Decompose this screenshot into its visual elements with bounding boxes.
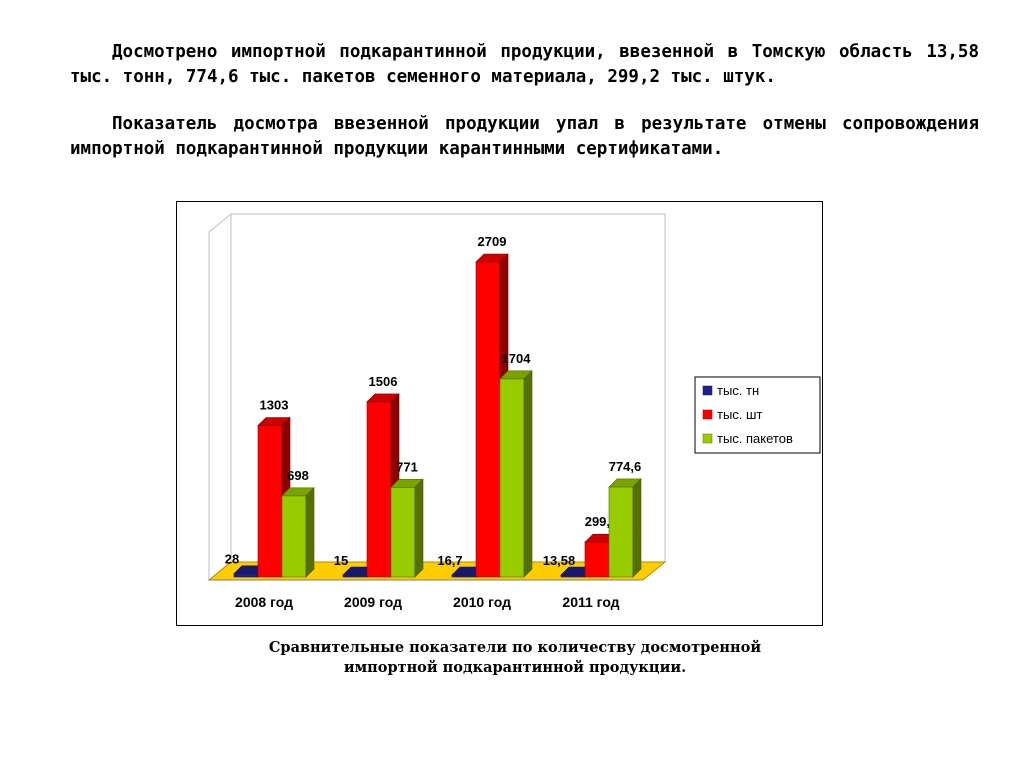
category-label-4: 2011 год (562, 594, 619, 610)
bar-side-3-3 (523, 370, 533, 578)
data-label-3-1: 698 (287, 468, 309, 483)
bar-3-4 (608, 486, 634, 578)
data-label-3-4: 774,6 (609, 459, 642, 474)
caption-line-1: Сравнительные показатели по количеству д… (268, 639, 762, 656)
bar-3-3 (499, 378, 525, 578)
data-label-2-3: 2709 (478, 234, 507, 249)
data-label-2-2: 1506 (369, 374, 398, 389)
category-label-2: 2009 год (344, 594, 402, 610)
bar-2-2 (366, 401, 392, 578)
data-label-3-3: 1704 (502, 351, 532, 366)
data-label-1-4: 13,58 (543, 553, 576, 568)
data-label-1-3: 16,7 (437, 553, 462, 568)
data-label-2-1: 1303 (260, 397, 289, 412)
intro-paragraph-2: Показатель досмотра ввезенной продукции … (70, 114, 979, 159)
bar-3-1 (281, 495, 307, 578)
category-label-3: 2010 год (453, 594, 511, 610)
legend-label-1: тыс. тн (717, 383, 759, 398)
data-label-3-2: 771 (396, 459, 418, 474)
bar-2-3 (475, 261, 501, 578)
bar-3-2 (390, 487, 416, 578)
chart-caption: Сравнительные показатели по количеству д… (200, 638, 830, 678)
legend-label-3: тыс. пакетов (717, 431, 793, 446)
legend-box (694, 376, 821, 454)
legend-label-2: тыс. шт (717, 407, 762, 422)
legend-swatch-2 (702, 409, 713, 420)
chart-side-wall (208, 212, 232, 582)
chart-frame: 28 1303 698 15 1506 771 16,7 2709 1704 13,58 299,2… (176, 201, 823, 626)
bar-2-4 (584, 541, 610, 578)
bar-side-3-4 (632, 478, 642, 578)
data-label-1-2: 15 (334, 553, 348, 568)
bar-side-3-2 (414, 478, 424, 578)
data-label-1-1: 28 (225, 552, 239, 567)
bar-2-1 (257, 425, 283, 578)
intro-paragraph-1: Досмотрено импортной подкарантинной прод… (70, 42, 979, 87)
bar-1-1 (233, 573, 259, 578)
bar-side-3-1 (305, 487, 315, 578)
bar-chart: 28130369815150677116,72709170413,58299,2… (207, 212, 821, 610)
legend-swatch-1 (702, 385, 713, 396)
caption-line-2: импортной подкарантинной продукции. (343, 659, 687, 676)
category-label-1: 2008 год (235, 594, 293, 610)
legend-swatch-3 (702, 433, 713, 444)
